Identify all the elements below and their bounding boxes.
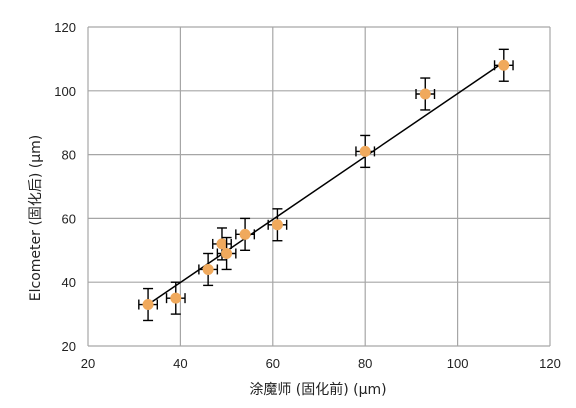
fit-line-layer <box>147 61 505 306</box>
data-marker <box>359 145 371 157</box>
x-tick-label: 120 <box>539 356 561 371</box>
x-axis-title: 涂魔师 (固化前) (μm) <box>249 381 386 398</box>
x-tick-label: 80 <box>358 356 372 371</box>
data-marker <box>221 247 233 259</box>
data-point <box>165 281 186 315</box>
data-point <box>235 217 256 252</box>
y-tick-label: 40 <box>62 275 76 290</box>
data-marker <box>498 59 510 71</box>
y-tick-label: 20 <box>62 339 76 354</box>
y-tick-label: 80 <box>62 148 76 163</box>
data-point <box>415 77 436 111</box>
data-point <box>355 134 376 169</box>
x-tick-label: 60 <box>266 356 280 371</box>
data-marker <box>142 299 154 311</box>
x-tick-label: 100 <box>447 356 469 371</box>
data-point <box>267 208 288 242</box>
tick-labels: 20 40 60 80 100 120 20 40 60 80 100 120 <box>54 20 561 371</box>
y-tick-label: 120 <box>54 20 76 35</box>
data-marker <box>170 292 182 304</box>
data-marker <box>202 263 214 275</box>
fit-line <box>147 61 505 306</box>
grid <box>87 26 551 347</box>
data-points-layer <box>138 48 514 322</box>
y-axis-title: Elcometer (固化后) (μm) <box>28 135 44 301</box>
y-tick-label: 60 <box>62 211 76 226</box>
data-point <box>493 48 514 82</box>
data-point <box>138 287 159 322</box>
data-point <box>216 236 237 271</box>
x-tick-label: 40 <box>173 356 187 371</box>
data-marker <box>216 238 228 250</box>
y-tick-label: 100 <box>54 84 76 99</box>
data-marker <box>271 219 283 231</box>
data-marker <box>419 88 431 100</box>
x-tick-label: 20 <box>81 356 95 371</box>
data-point <box>198 252 219 287</box>
data-marker <box>239 228 251 240</box>
